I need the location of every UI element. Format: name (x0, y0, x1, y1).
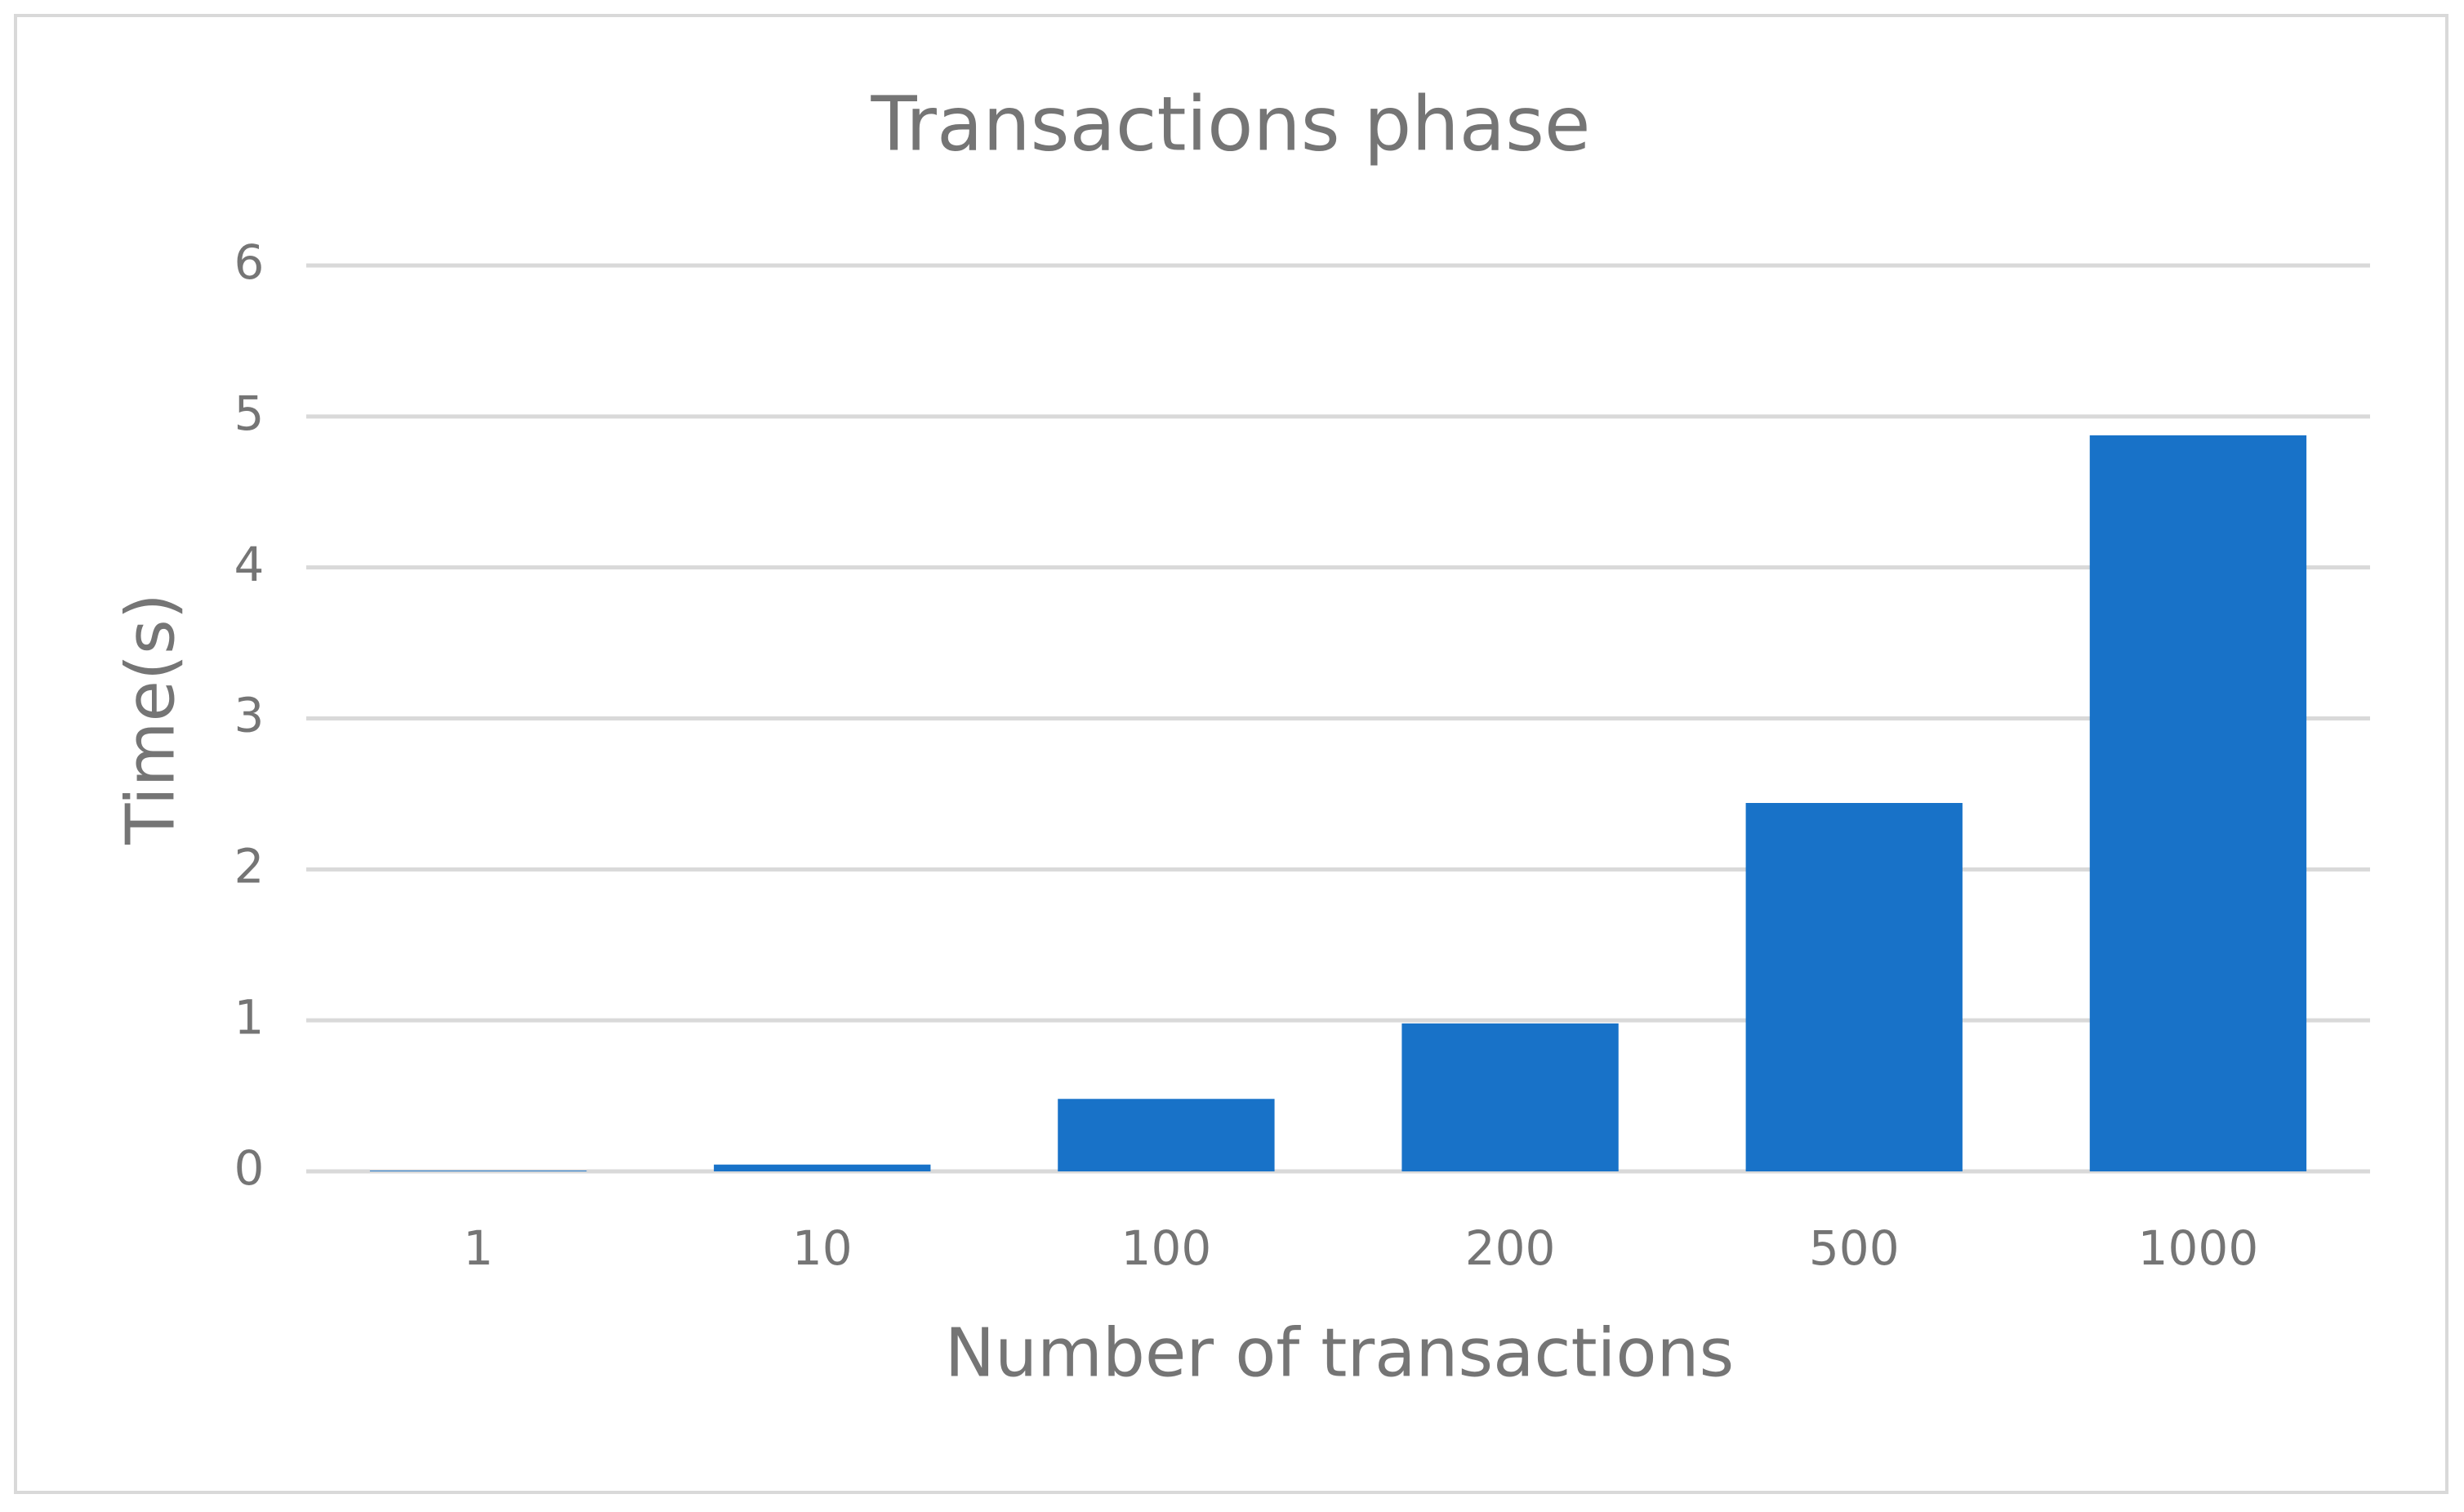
chart-title: Transactions phase (870, 80, 1590, 167)
bar (2089, 435, 2307, 1171)
y-tick-label: 4 (234, 537, 265, 592)
x-tick-label: 500 (1809, 1220, 1900, 1276)
y-tick-label: 5 (234, 386, 265, 441)
y-axis-title: Time(s) (112, 593, 189, 845)
y-tick-label: 6 (234, 234, 265, 290)
y-tick-label: 1 (234, 989, 265, 1045)
x-tick-label: 10 (792, 1220, 853, 1276)
chart-border (14, 14, 2448, 1494)
x-axis-title: Number of transactions (945, 1314, 1735, 1392)
bar (1401, 1023, 1619, 1171)
x-tick-label: 200 (1465, 1220, 1556, 1276)
bar (1058, 1099, 1275, 1171)
y-tick-label: 2 (234, 838, 265, 894)
x-tick-label: 1 (463, 1220, 493, 1276)
bar (1745, 803, 1963, 1171)
x-tick-label: 100 (1121, 1220, 1212, 1276)
y-tick-label: 3 (234, 688, 265, 743)
x-tick-label: 1000 (2138, 1220, 2259, 1276)
y-tick-label: 0 (234, 1140, 265, 1196)
bar (714, 1164, 931, 1171)
